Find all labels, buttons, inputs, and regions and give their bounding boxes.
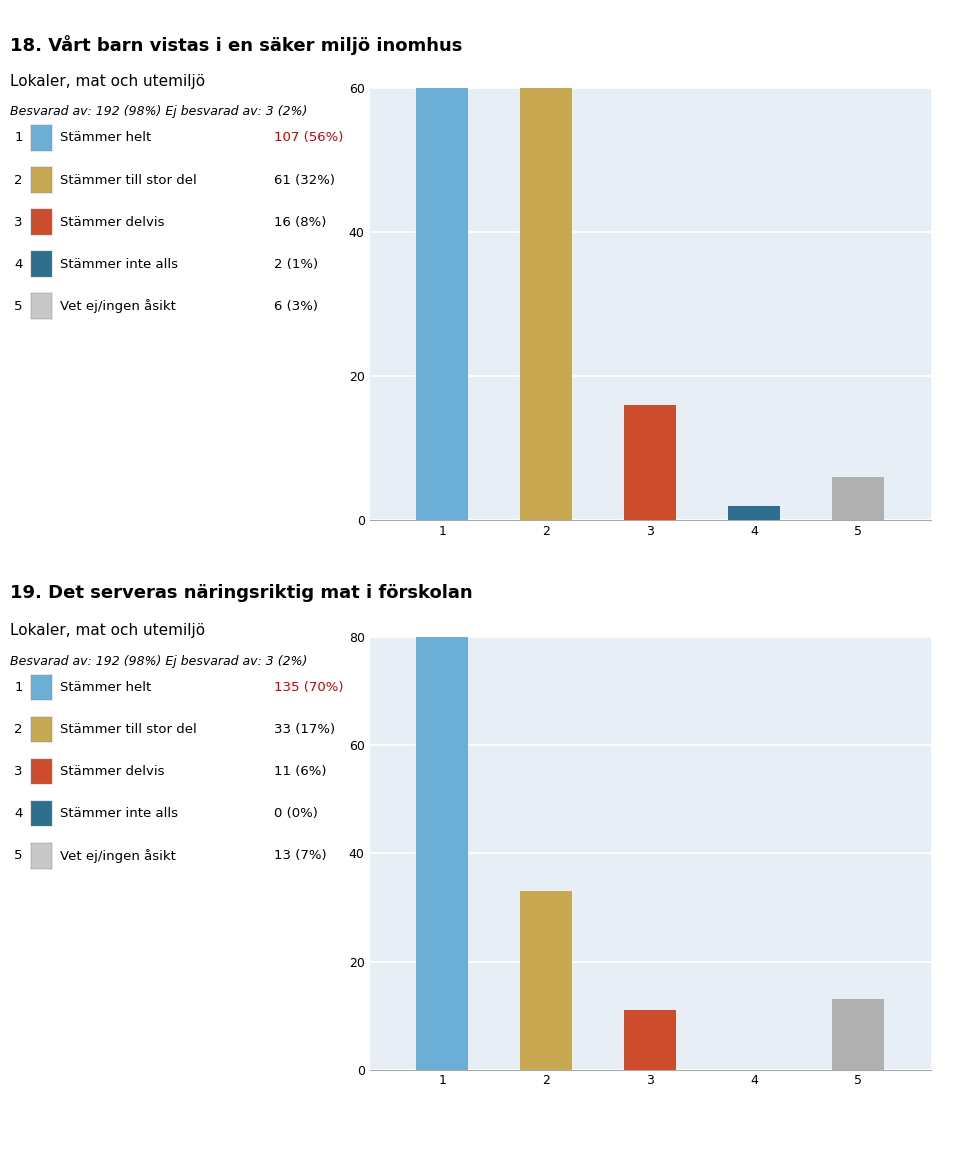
Text: 3: 3 bbox=[14, 215, 23, 229]
Text: 0 (0%): 0 (0%) bbox=[274, 807, 318, 821]
Text: Lokaler, mat och utemiljö: Lokaler, mat och utemiljö bbox=[10, 74, 204, 89]
Text: 4: 4 bbox=[14, 807, 23, 821]
Text: Stämmer helt: Stämmer helt bbox=[60, 680, 151, 694]
Text: 6 (3%): 6 (3%) bbox=[274, 299, 318, 313]
Text: 2: 2 bbox=[14, 722, 23, 736]
Text: Stämmer helt: Stämmer helt bbox=[60, 131, 151, 145]
Text: 3: 3 bbox=[14, 765, 23, 779]
Text: 61 (32%): 61 (32%) bbox=[274, 173, 335, 187]
Text: 5: 5 bbox=[14, 849, 23, 863]
Bar bbox=[624, 404, 677, 520]
Text: Vet ej/ingen åsikt: Vet ej/ingen åsikt bbox=[60, 299, 176, 313]
Text: Stämmer delvis: Stämmer delvis bbox=[60, 215, 164, 229]
Text: 1: 1 bbox=[14, 131, 23, 145]
Text: Stämmer till stor del: Stämmer till stor del bbox=[60, 173, 196, 187]
Bar bbox=[417, 340, 468, 1070]
Text: 2: 2 bbox=[14, 173, 23, 187]
Bar bbox=[624, 1010, 677, 1070]
Bar bbox=[520, 891, 572, 1070]
Text: 2 (1%): 2 (1%) bbox=[274, 257, 318, 271]
Text: 11 (6%): 11 (6%) bbox=[274, 765, 326, 779]
Text: 1: 1 bbox=[14, 680, 23, 694]
Text: Besvarad av: 192 (98%) Ej besvarad av: 3 (2%): Besvarad av: 192 (98%) Ej besvarad av: 3… bbox=[10, 105, 307, 118]
Bar bbox=[832, 477, 884, 520]
Text: 16 (8%): 16 (8%) bbox=[274, 215, 326, 229]
Text: Besvarad av: 192 (98%) Ej besvarad av: 3 (2%): Besvarad av: 192 (98%) Ej besvarad av: 3… bbox=[10, 655, 307, 667]
Text: 19. Det serveras näringsriktig mat i förskolan: 19. Det serveras näringsriktig mat i för… bbox=[10, 584, 472, 602]
Text: Vet ej/ingen åsikt: Vet ej/ingen åsikt bbox=[60, 849, 176, 863]
Bar bbox=[417, 0, 468, 520]
Text: Stämmer inte alls: Stämmer inte alls bbox=[60, 807, 178, 821]
Text: Stämmer delvis: Stämmer delvis bbox=[60, 765, 164, 779]
Text: Lokaler, mat och utemiljö: Lokaler, mat och utemiljö bbox=[10, 623, 204, 638]
Text: 107 (56%): 107 (56%) bbox=[274, 131, 343, 145]
Bar bbox=[832, 999, 884, 1070]
Text: Stämmer inte alls: Stämmer inte alls bbox=[60, 257, 178, 271]
Text: 4: 4 bbox=[14, 257, 23, 271]
Text: 13 (7%): 13 (7%) bbox=[274, 849, 326, 863]
Text: 18. Vårt barn vistas i en säker miljö inomhus: 18. Vårt barn vistas i en säker miljö in… bbox=[10, 35, 462, 55]
Text: Stämmer till stor del: Stämmer till stor del bbox=[60, 722, 196, 736]
Bar bbox=[729, 506, 780, 520]
Text: 5: 5 bbox=[14, 299, 23, 313]
Text: 33 (17%): 33 (17%) bbox=[274, 722, 335, 736]
Text: 135 (70%): 135 (70%) bbox=[274, 680, 343, 694]
Bar bbox=[520, 81, 572, 520]
